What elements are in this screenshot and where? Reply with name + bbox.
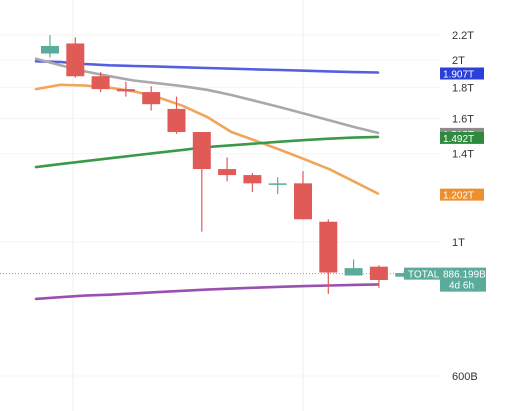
candle-body	[243, 175, 262, 184]
price-badge	[440, 131, 484, 144]
countdown-text: 4d 6h	[449, 281, 474, 292]
candle-body	[369, 266, 388, 280]
moving-average-line	[34, 59, 380, 74]
candle-body	[268, 183, 287, 185]
candle-body	[192, 132, 211, 170]
y-tick-label: 1.4T	[452, 149, 474, 161]
candle-body	[116, 89, 135, 92]
y-tick-label: 600B	[452, 371, 478, 383]
current-price-value: 886.199B	[443, 270, 486, 281]
current-price-badge	[440, 267, 486, 292]
y-tick-label: 1.6T	[452, 114, 474, 126]
moving-average-line	[34, 283, 380, 301]
candle-body	[344, 268, 363, 276]
y-tick-label: 2.2T	[452, 30, 474, 42]
price-badge	[440, 188, 484, 201]
candle-body	[167, 108, 186, 133]
price-badges: 1.907T1.515T1.492T1.202T850.666BTOTAL886…	[404, 67, 486, 292]
candle-body	[319, 221, 338, 273]
y-tick-label: 1T	[452, 237, 465, 249]
price-badge	[440, 67, 484, 80]
price-axis[interactable]: 2.2T 2T 1.8T 1.6T 1.4T 1T 600B	[452, 30, 478, 383]
candle-body	[218, 169, 237, 176]
series-name-badge	[404, 267, 440, 280]
candle-body	[294, 183, 312, 220]
y-tick-label: 1.8T	[452, 83, 474, 95]
candle-body	[41, 45, 59, 54]
moving-average-line	[34, 57, 380, 135]
candle-body	[66, 43, 85, 77]
price-badge-text: 1.907T	[443, 69, 474, 80]
price-badge-text: 1.202T	[443, 191, 474, 202]
candle-body	[91, 76, 110, 90]
series-name-label: TOTAL	[408, 270, 440, 281]
price-badge-text: 1.492T	[443, 134, 474, 145]
candle-body	[142, 92, 161, 105]
y-tick-label: 2T	[452, 55, 465, 67]
